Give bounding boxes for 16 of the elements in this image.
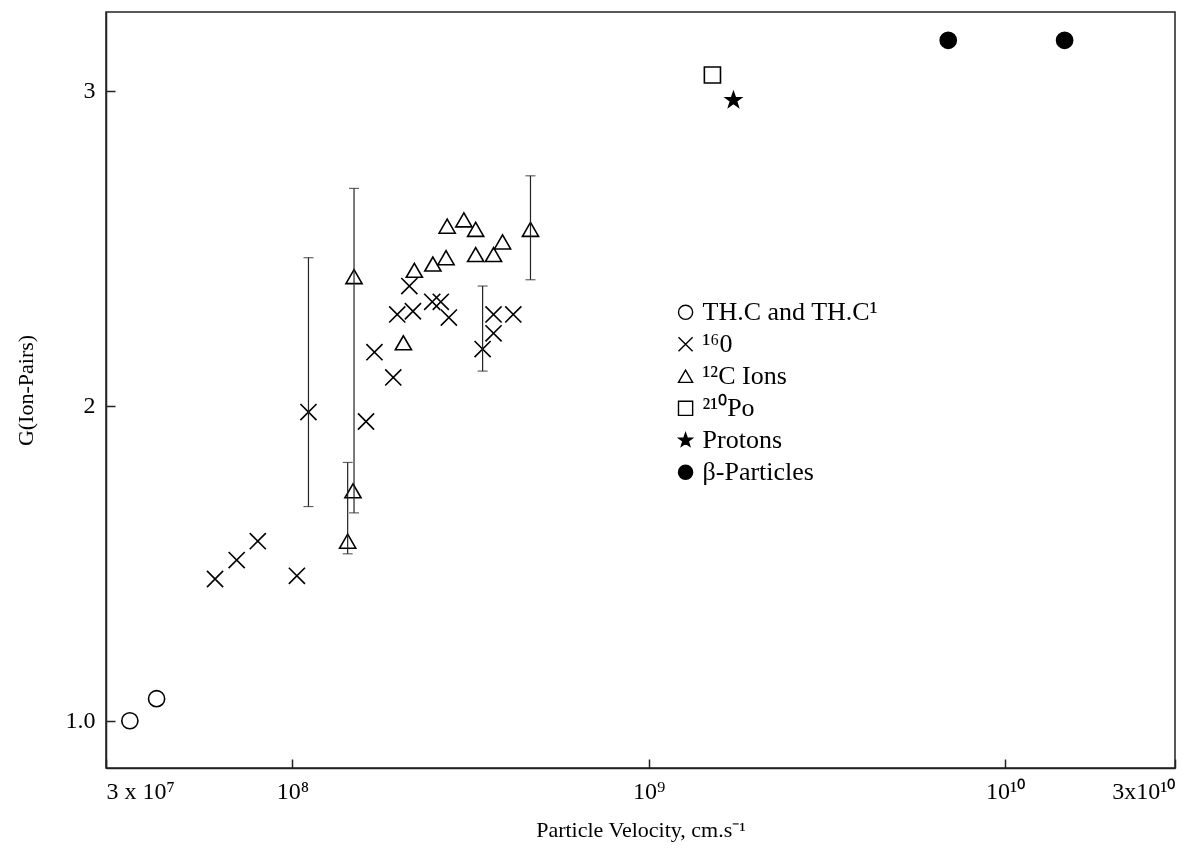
legend-label: ²¹⁰Po: [702, 393, 755, 423]
y-tick-label: 2: [83, 392, 96, 419]
y-axis-title: G(Ion-Pairs): [12, 334, 38, 447]
x-tick-label: 10⁹: [632, 777, 666, 804]
x-tick-label: 10⁸: [276, 777, 310, 804]
x-tick-label: 3 x 10⁷: [106, 777, 175, 804]
legend-label: TH.C and TH.C¹: [702, 297, 878, 327]
legend-label: β-Particles: [702, 457, 814, 487]
y-tick-label: 1.0: [65, 707, 96, 734]
x-axis-title: Particle Velocity, cm.s⁻¹: [536, 816, 746, 842]
legend-label: Protons: [702, 425, 783, 455]
y-tick-label: 3: [83, 77, 96, 104]
x-tick-label: 10¹⁰: [985, 777, 1026, 804]
legend-label: ¹²C Ions: [702, 361, 787, 391]
x-tick-label: 3x10¹⁰: [1112, 777, 1176, 804]
legend-label: ¹⁶0: [702, 329, 733, 359]
